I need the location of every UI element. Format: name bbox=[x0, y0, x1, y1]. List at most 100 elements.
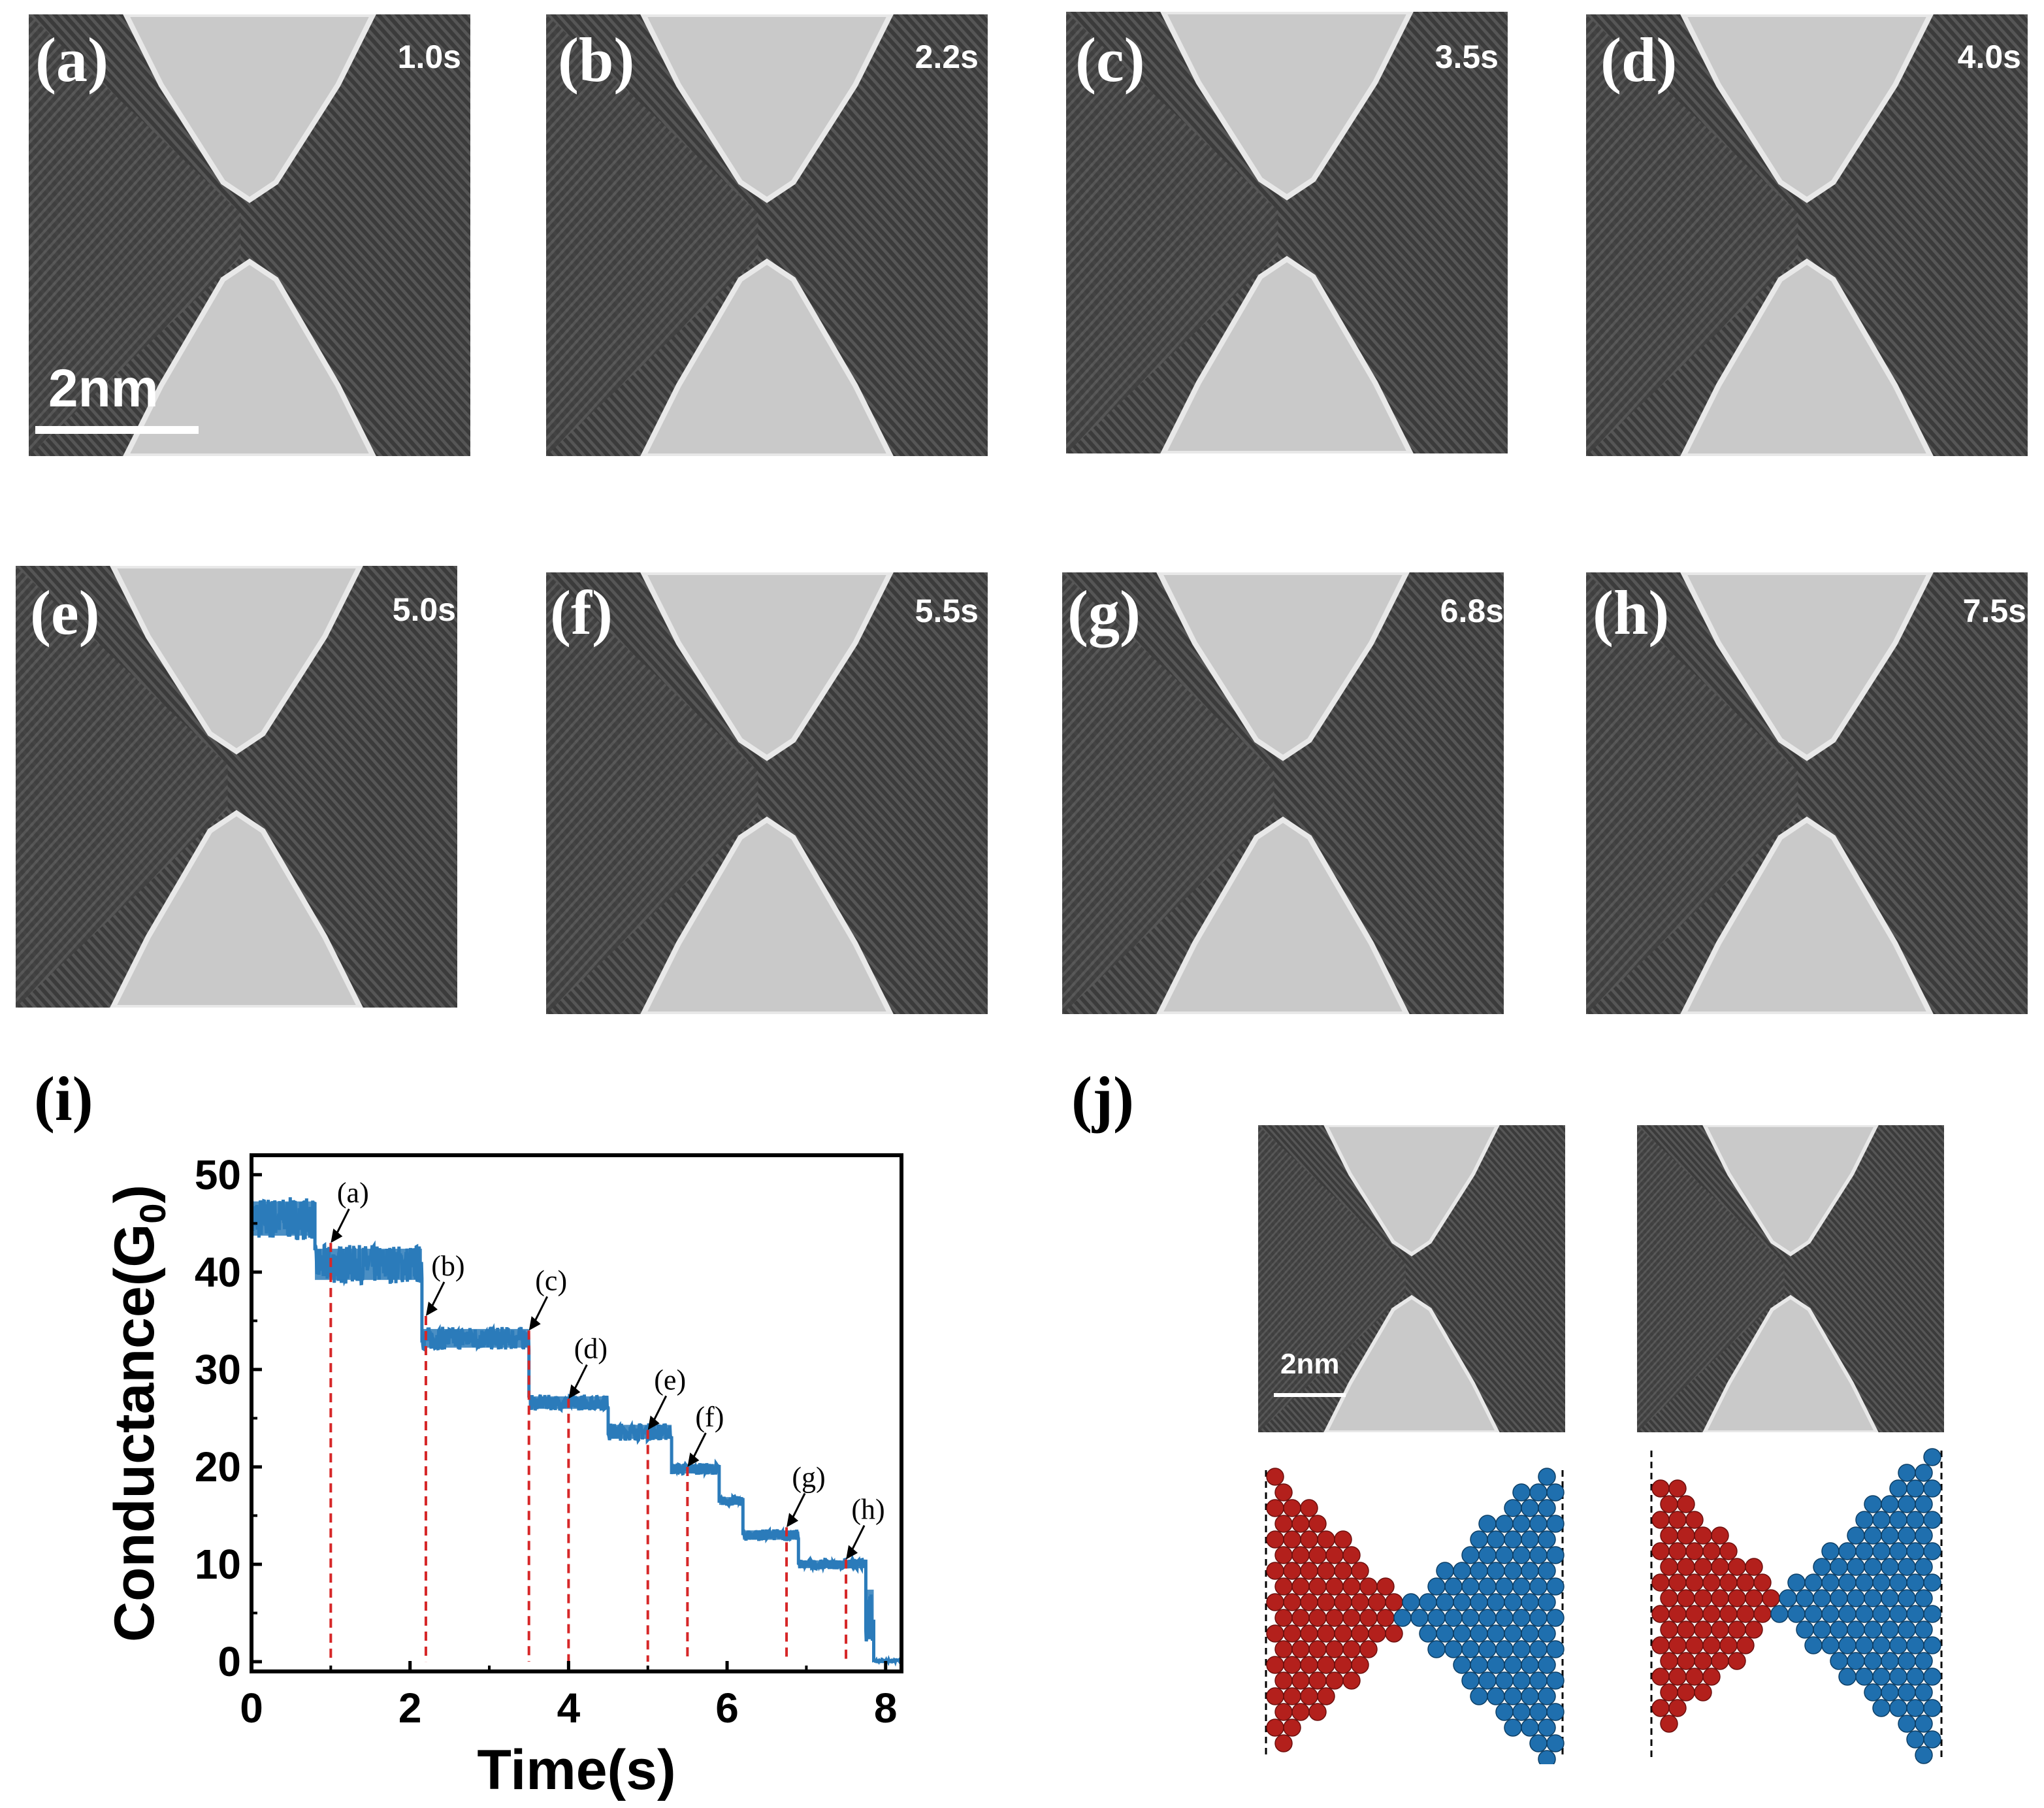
atom-red bbox=[1266, 1593, 1284, 1611]
atom-blue bbox=[1529, 1734, 1548, 1752]
atom-red bbox=[1291, 1609, 1310, 1627]
atom-red bbox=[1300, 1656, 1318, 1674]
atom-blue bbox=[1538, 1750, 1556, 1764]
atom-blue bbox=[1923, 1668, 1941, 1686]
atom-red bbox=[1660, 1495, 1678, 1513]
atom-blue bbox=[1512, 1483, 1531, 1502]
tem-panel-d: (d) 4.0s bbox=[1586, 14, 2028, 456]
atom-blue bbox=[1546, 1546, 1565, 1564]
scalebar bbox=[35, 426, 199, 434]
atom-red bbox=[1694, 1558, 1712, 1576]
marker-arrowhead bbox=[846, 1545, 858, 1560]
atom-blue bbox=[1436, 1624, 1454, 1643]
atom-red bbox=[1660, 1683, 1678, 1701]
atom-blue bbox=[1898, 1464, 1916, 1482]
atom-blue bbox=[1504, 1718, 1522, 1737]
atom-blue bbox=[1915, 1620, 1933, 1639]
atom-blue bbox=[1864, 1589, 1882, 1607]
panel-time: 5.0s bbox=[392, 591, 456, 628]
atom-blue bbox=[1864, 1558, 1882, 1576]
atom-blue bbox=[1495, 1671, 1514, 1690]
atom-red bbox=[1334, 1593, 1352, 1611]
atom-blue bbox=[1889, 1605, 1907, 1623]
atom-red bbox=[1685, 1668, 1704, 1686]
atom-blue bbox=[1487, 1593, 1505, 1611]
atom-red bbox=[1266, 1499, 1284, 1517]
atom-blue bbox=[1898, 1683, 1916, 1701]
atom-red bbox=[1668, 1699, 1687, 1717]
atom-red bbox=[1300, 1562, 1318, 1580]
atom-red bbox=[1694, 1526, 1712, 1545]
panel-time: 6.8s bbox=[1440, 593, 1504, 629]
atom-red bbox=[1266, 1562, 1284, 1580]
panel-time: 4.0s bbox=[1957, 39, 2021, 75]
atom-blue bbox=[1855, 1573, 1874, 1592]
atom-blue bbox=[1855, 1636, 1874, 1654]
atom-blue bbox=[1529, 1577, 1548, 1596]
conductance-plateau bbox=[672, 1464, 719, 1474]
atom-blue bbox=[1495, 1640, 1514, 1658]
atom-blue bbox=[1915, 1495, 1933, 1513]
atom-blue bbox=[1495, 1546, 1514, 1564]
atom-blue bbox=[1889, 1511, 1907, 1529]
atom-red bbox=[1274, 1671, 1293, 1690]
panel-label-i: (i) bbox=[34, 1064, 93, 1134]
marker-label: (e) bbox=[654, 1364, 686, 1396]
panel-label: (e) bbox=[30, 578, 100, 648]
conductance-plateau bbox=[421, 1328, 529, 1348]
atom-blue bbox=[1889, 1573, 1907, 1592]
atom-red bbox=[1274, 1609, 1293, 1627]
atom-blue bbox=[1538, 1718, 1556, 1737]
tem-panel-j-right bbox=[1637, 1125, 1944, 1432]
atom-red bbox=[1325, 1546, 1344, 1564]
atom-blue bbox=[1838, 1605, 1857, 1623]
atom-blue bbox=[1898, 1495, 1916, 1513]
atom-red bbox=[1660, 1652, 1678, 1670]
atom-blue bbox=[1538, 1624, 1556, 1643]
tem-panel-f: (f) 5.5s bbox=[546, 572, 988, 1014]
atom-blue bbox=[1915, 1746, 1933, 1764]
atom-red bbox=[1351, 1656, 1369, 1674]
atom-blue bbox=[1495, 1515, 1514, 1533]
atom-red bbox=[1334, 1530, 1352, 1549]
atom-red bbox=[1317, 1562, 1335, 1580]
atom-blue bbox=[1444, 1609, 1463, 1627]
atom-blue bbox=[1881, 1558, 1899, 1576]
tem-image-j-left bbox=[1258, 1125, 1565, 1432]
marker-arrowhead bbox=[687, 1452, 700, 1467]
atom-blue bbox=[1787, 1605, 1806, 1623]
conductance-plateau bbox=[719, 1497, 743, 1505]
atom-blue bbox=[1889, 1668, 1907, 1686]
atom-blue bbox=[1461, 1609, 1480, 1627]
atom-red bbox=[1368, 1593, 1386, 1611]
scalebar-j bbox=[1274, 1393, 1346, 1397]
atom-red bbox=[1351, 1593, 1369, 1611]
atom-blue bbox=[1864, 1652, 1882, 1670]
atom-blue bbox=[1855, 1668, 1874, 1686]
atom-red bbox=[1351, 1624, 1369, 1643]
atom-red bbox=[1668, 1668, 1687, 1686]
atom-red bbox=[1283, 1624, 1301, 1643]
atom-blue bbox=[1889, 1542, 1907, 1560]
panel-label: (b) bbox=[558, 25, 635, 95]
atom-blue bbox=[1804, 1636, 1823, 1654]
atom-blue bbox=[1923, 1699, 1941, 1717]
atom-blue bbox=[1470, 1687, 1488, 1705]
atom-blue bbox=[1504, 1562, 1522, 1580]
atom-blue bbox=[1906, 1730, 1924, 1749]
atom-blue bbox=[1830, 1558, 1848, 1576]
atom-blue bbox=[1906, 1636, 1924, 1654]
atom-blue bbox=[1796, 1620, 1814, 1639]
atom-blue bbox=[1864, 1620, 1882, 1639]
atom-blue bbox=[1538, 1593, 1556, 1611]
atom-blue bbox=[1546, 1734, 1565, 1752]
atom-blue bbox=[1461, 1577, 1480, 1596]
panel-time: 7.5s bbox=[1962, 593, 2026, 629]
panel-label: (c) bbox=[1075, 25, 1145, 95]
atom-red bbox=[1308, 1515, 1327, 1533]
atom-red bbox=[1385, 1624, 1403, 1643]
atom-red bbox=[1651, 1668, 1670, 1686]
atom-red bbox=[1342, 1640, 1361, 1658]
y-tick-label: 30 bbox=[195, 1346, 241, 1393]
atom-blue bbox=[1923, 1730, 1941, 1749]
